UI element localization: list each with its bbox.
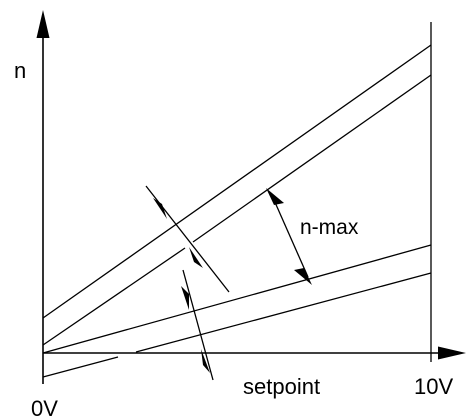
- x-axis: [43, 346, 466, 360]
- y-axis: [36, 10, 50, 384]
- lower-inner-line-segment-1: [42, 356, 119, 378]
- upper-inner-line-segment-1: [42, 247, 186, 346]
- lower-inner-line-segment-2: [135, 272, 432, 353]
- x-axis-label: setpoint: [243, 374, 320, 399]
- upper-outer-line: [42, 44, 432, 319]
- lower-tolerance-marker: [181, 269, 214, 381]
- y-axis-label: n: [14, 58, 26, 83]
- x-end-label: 10V: [414, 374, 453, 399]
- x-origin-label: 0V: [31, 396, 58, 419]
- lower-outer-line: [42, 244, 432, 354]
- upper-tolerance-marker: [145, 185, 230, 293]
- n-max-label: n-max: [300, 216, 359, 239]
- upper-inner-line-segment-2: [192, 74, 432, 243]
- n-max-arrow: [266, 188, 312, 285]
